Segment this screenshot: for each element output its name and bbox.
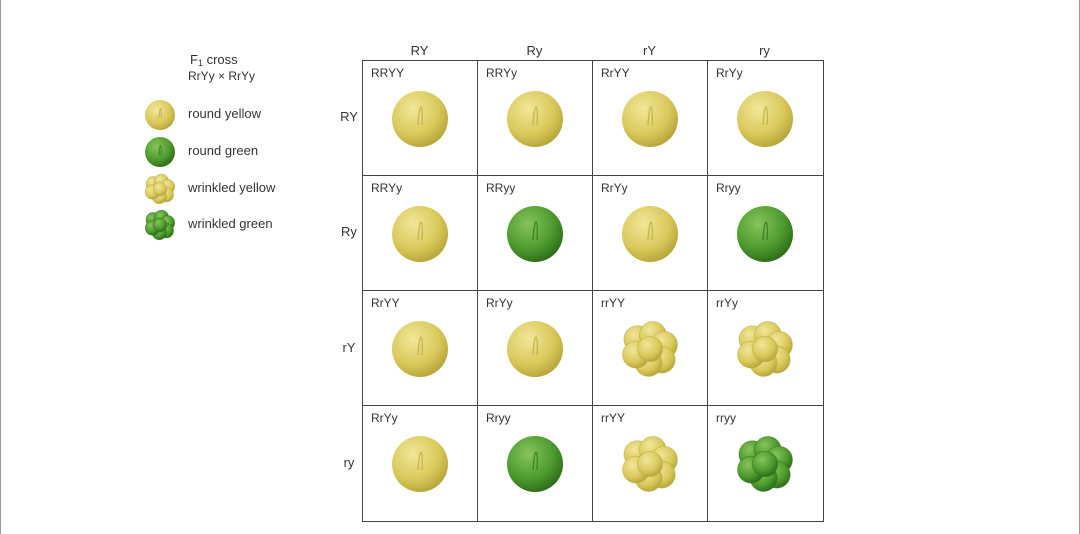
punnett-cell: rrYY xyxy=(593,291,708,406)
round-yellow-pea-icon xyxy=(392,206,448,262)
round-green-pea-icon xyxy=(737,206,793,262)
round-yellow-pea-icon xyxy=(392,321,448,377)
punnett-cell: rryy xyxy=(708,406,823,521)
legend-item-wrinkled-yellow: wrinkled yellow xyxy=(138,172,338,206)
genotype-label: RRYy xyxy=(371,181,403,195)
frame-left-edge xyxy=(0,0,1,534)
column-header: rY xyxy=(643,43,656,58)
punnett-cell: RrYy xyxy=(363,406,478,521)
legend-label: round green xyxy=(188,143,259,158)
genotype-label: rrYY xyxy=(601,296,625,310)
punnett-cell: RRyy xyxy=(478,176,593,291)
genotype-label: RRyy xyxy=(486,181,516,195)
genotype-label: Rryy xyxy=(486,411,511,425)
genotype-label: RRYy xyxy=(486,66,518,80)
genotype-label: RrYy xyxy=(486,296,513,310)
round-yellow-pea-icon xyxy=(507,91,563,147)
round-yellow-pea-icon xyxy=(392,436,448,492)
genotype-label: RrYY xyxy=(371,296,400,310)
punnett-cell: RrYy xyxy=(708,61,823,176)
punnett-cell: Rryy xyxy=(478,406,593,521)
row-header: Ry xyxy=(341,224,357,239)
punnett-cell: rrYY xyxy=(593,406,708,521)
genotype-label: Rryy xyxy=(716,181,741,195)
legend-label: round yellow xyxy=(188,106,261,121)
genotype-label: RrYy xyxy=(716,66,743,80)
round-green-pea-icon xyxy=(507,436,563,492)
column-header: RY xyxy=(410,43,429,58)
wrinkled-green-pea-icon xyxy=(144,209,176,241)
wrinkled-yellow-pea-icon xyxy=(144,173,176,205)
legend-cross: RrYy × RrYy xyxy=(188,69,256,83)
punnett-cell: RrYy xyxy=(593,176,708,291)
genotype-label: rrYY xyxy=(601,411,625,425)
round-yellow-pea-icon xyxy=(392,91,448,147)
column-header: Ry xyxy=(526,43,543,58)
round-yellow-pea-icon xyxy=(507,321,563,377)
punnett-cell: Rryy xyxy=(708,176,823,291)
punnett-cell: RRYy xyxy=(363,176,478,291)
legend-item-wrinkled-green: wrinkled green xyxy=(138,208,338,242)
row-header: RY xyxy=(340,109,358,124)
round-green-pea-icon xyxy=(507,206,563,262)
legend-item-round-green: round green xyxy=(138,135,338,169)
genotype-label: RrYy xyxy=(601,181,628,195)
column-header: ry xyxy=(759,43,770,58)
row-header: ry xyxy=(343,455,355,470)
round-yellow-pea-icon xyxy=(622,206,678,262)
wrinkled-yellow-pea-icon xyxy=(622,436,678,492)
round-yellow-pea-icon xyxy=(145,100,175,130)
wrinkled-yellow-pea-icon xyxy=(622,321,678,377)
punnett-cell: RrYY xyxy=(593,61,708,176)
punnett-cell: RrYy xyxy=(478,291,593,406)
round-yellow-pea-icon xyxy=(622,91,678,147)
genotype-label: RRYY xyxy=(371,66,405,80)
punnett-cell: rrYy xyxy=(708,291,823,406)
punnett-cell: RRYY xyxy=(363,61,478,176)
round-green-pea-icon xyxy=(145,137,175,167)
punnett-cell: RRYy xyxy=(478,61,593,176)
genotype-label: rrYy xyxy=(716,296,738,310)
punnett-cell: RrYY xyxy=(363,291,478,406)
legend-label: wrinkled yellow xyxy=(188,180,276,195)
wrinkled-yellow-pea-icon xyxy=(737,321,793,377)
round-yellow-pea-icon xyxy=(737,91,793,147)
legend-title: F1 cross xyxy=(190,52,238,68)
wrinkled-green-pea-icon xyxy=(737,436,793,492)
genotype-label: rryy xyxy=(716,411,736,425)
genotype-label: RrYy xyxy=(371,411,398,425)
punnett-square: RRYY RRYy RrYY RrYy RRYy RRyy RrYy Rryy RrYY RrYy… xyxy=(362,60,824,522)
legend-item-round-yellow: round yellow xyxy=(138,98,338,132)
row-header: rY xyxy=(342,340,356,355)
genotype-label: RrYY xyxy=(601,66,630,80)
legend-label: wrinkled green xyxy=(188,216,273,231)
